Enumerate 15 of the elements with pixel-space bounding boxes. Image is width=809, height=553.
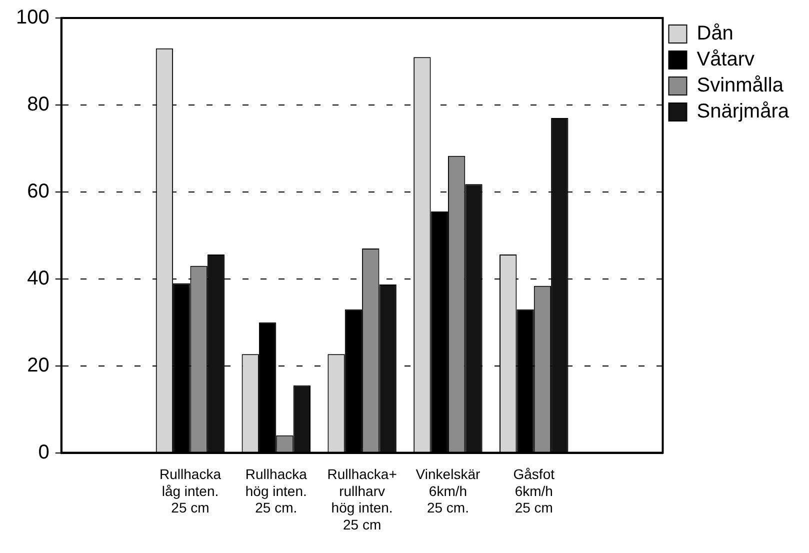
x-tick-label: Gåsfot 6km/h 25 cm [513,466,555,516]
x-tick-label: Rullhacka låg inten. 25 cm [159,466,222,516]
x-tick-label: Rullhacka+ rullharv hög inten. 25 cm [327,466,397,532]
y-tick-label: 60 [27,180,50,202]
legend-label: Dån [696,22,734,45]
x-tick-label: Rullhacka hög inten. 25 cm. [245,466,308,516]
legend-label: Svinmålla [696,74,784,97]
y-tick-label: 80 [27,93,50,116]
legend-label: Snärjmåra [696,100,790,123]
x-tick-label: Vinkelskär 6km/h 25 cm. [416,466,480,516]
legend-label: Våtarv [696,48,755,71]
y-tick-label: 40 [27,267,50,290]
y-tick-label: 100 [16,6,50,29]
y-tick-label: 20 [27,354,50,376]
y-tick-label: 0 [38,441,50,464]
